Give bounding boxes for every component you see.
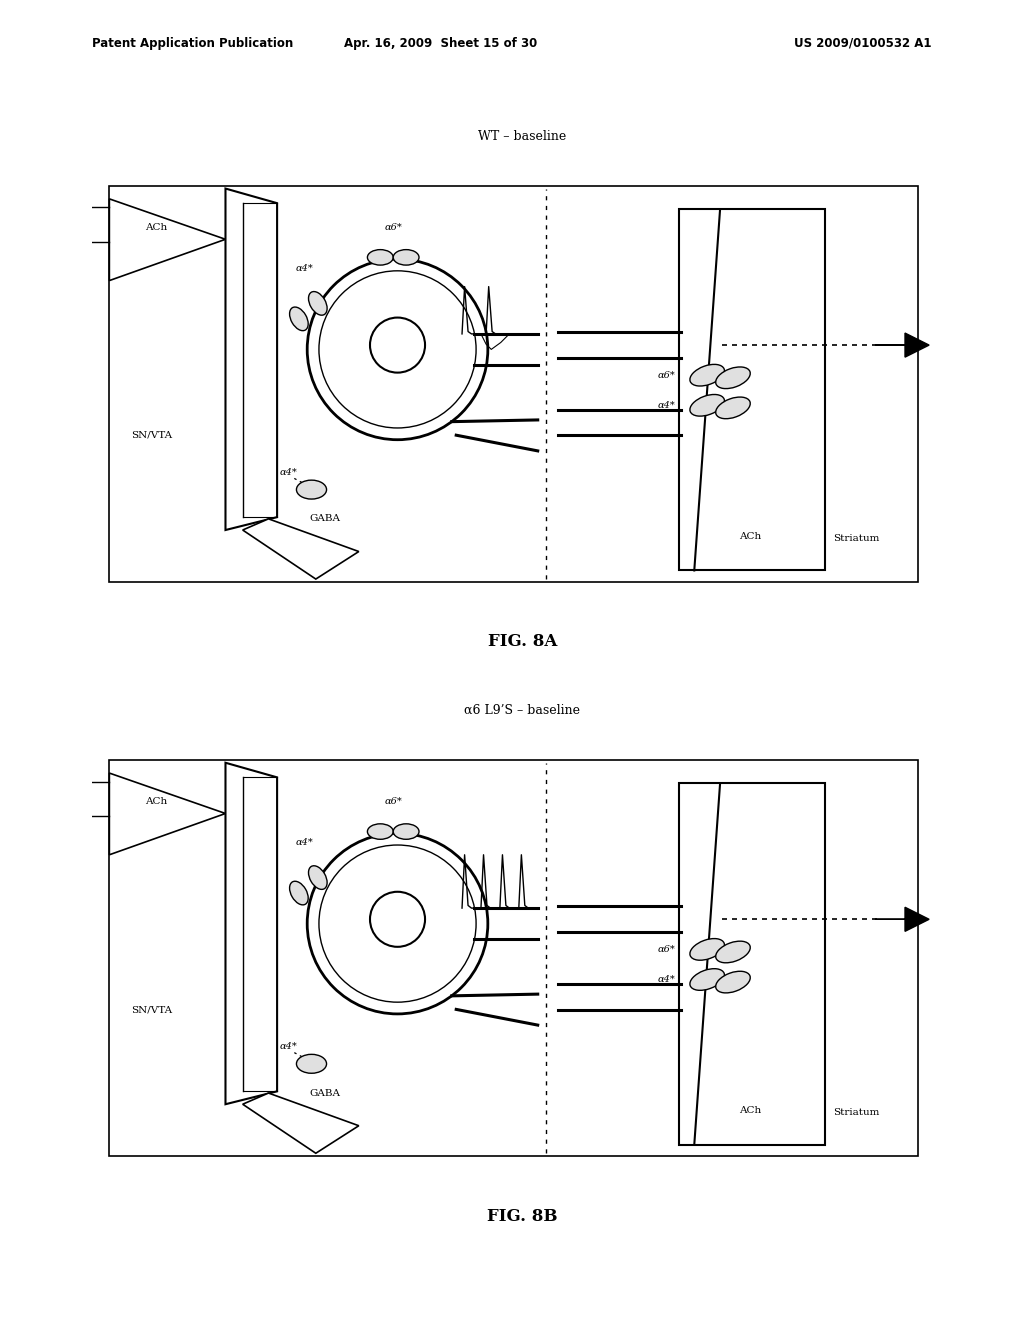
Text: US 2009/0100532 A1: US 2009/0100532 A1 xyxy=(795,37,932,50)
Circle shape xyxy=(370,318,425,372)
Text: SN/VTA: SN/VTA xyxy=(131,430,172,440)
Text: α4*: α4* xyxy=(657,975,676,983)
Ellipse shape xyxy=(368,824,393,840)
Ellipse shape xyxy=(393,824,419,840)
Text: ACh: ACh xyxy=(145,797,168,807)
Ellipse shape xyxy=(716,367,751,388)
Circle shape xyxy=(370,892,425,946)
Polygon shape xyxy=(243,519,358,579)
Ellipse shape xyxy=(368,249,393,265)
Ellipse shape xyxy=(308,292,327,315)
Text: α6 L9’S – baseline: α6 L9’S – baseline xyxy=(464,704,581,717)
Text: DA Neuron: DA Neuron xyxy=(374,384,429,392)
Text: ACh: ACh xyxy=(739,532,761,541)
Ellipse shape xyxy=(716,972,751,993)
Text: ACh: ACh xyxy=(145,223,168,232)
Polygon shape xyxy=(243,1093,358,1154)
Circle shape xyxy=(307,259,487,440)
Polygon shape xyxy=(679,209,825,570)
Text: Apr. 16, 2009  Sheet 15 of 30: Apr. 16, 2009 Sheet 15 of 30 xyxy=(344,37,537,50)
Text: SN/VTA: SN/VTA xyxy=(131,1005,172,1014)
Text: α4*: α4* xyxy=(296,838,313,847)
FancyArrow shape xyxy=(874,907,929,932)
Text: Patent Application Publication: Patent Application Publication xyxy=(92,37,294,50)
Text: FIG. 8B: FIG. 8B xyxy=(487,1208,557,1225)
Text: α6*: α6* xyxy=(657,371,676,380)
Circle shape xyxy=(307,833,487,1014)
Text: WT – baseline: WT – baseline xyxy=(478,129,566,143)
Text: Striatum: Striatum xyxy=(834,535,880,543)
Ellipse shape xyxy=(290,308,308,331)
Polygon shape xyxy=(679,783,825,1144)
Polygon shape xyxy=(225,763,278,1105)
Text: DA: DA xyxy=(698,339,715,348)
Ellipse shape xyxy=(690,969,724,990)
Ellipse shape xyxy=(690,395,724,416)
Text: FIG. 8A: FIG. 8A xyxy=(487,634,557,651)
FancyArrow shape xyxy=(874,333,929,358)
Text: GABA: GABA xyxy=(309,1089,340,1097)
Ellipse shape xyxy=(716,397,751,418)
Text: GABA: GABA xyxy=(309,515,340,523)
Ellipse shape xyxy=(716,941,751,962)
Ellipse shape xyxy=(297,1055,327,1073)
Ellipse shape xyxy=(290,882,308,906)
Text: α4*: α4* xyxy=(657,401,676,409)
Polygon shape xyxy=(110,199,225,281)
Polygon shape xyxy=(225,189,278,531)
Polygon shape xyxy=(110,774,225,855)
Text: DA: DA xyxy=(698,913,715,923)
Ellipse shape xyxy=(690,364,724,385)
Ellipse shape xyxy=(308,866,327,890)
Text: α6*: α6* xyxy=(657,945,676,954)
Text: α4*: α4* xyxy=(280,467,297,477)
Ellipse shape xyxy=(393,249,419,265)
Ellipse shape xyxy=(297,480,327,499)
Ellipse shape xyxy=(690,939,724,960)
Text: α6*: α6* xyxy=(384,223,402,231)
Text: α6*: α6* xyxy=(384,797,402,805)
Text: Striatum: Striatum xyxy=(834,1109,880,1117)
Text: α4*: α4* xyxy=(296,264,313,273)
Text: ACh: ACh xyxy=(739,1106,761,1115)
Text: DA Neuron: DA Neuron xyxy=(374,958,429,966)
Text: α4*: α4* xyxy=(280,1041,297,1051)
